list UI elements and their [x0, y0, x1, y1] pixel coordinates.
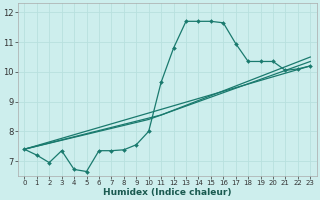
X-axis label: Humidex (Indice chaleur): Humidex (Indice chaleur) [103, 188, 232, 197]
